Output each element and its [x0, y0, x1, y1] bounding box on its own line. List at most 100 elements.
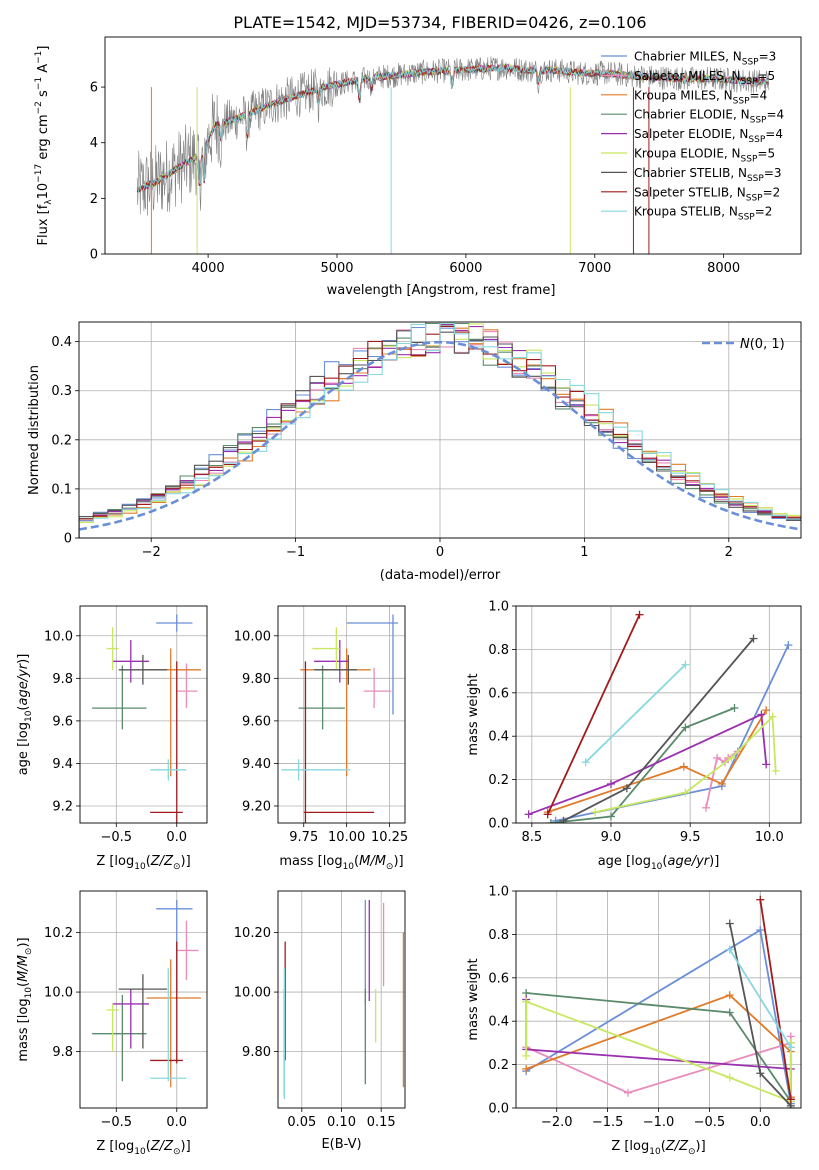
normal-curve [79, 340, 799, 531]
x-axis-label: Z [log10​(Z/Z⊙​)] [96, 854, 190, 872]
x-tick-label: 9.0 [601, 830, 622, 845]
y-tick-label: 0.4 [488, 730, 509, 745]
marker-kroupa_miles [522, 1064, 531, 1073]
marker-salpeter_elodie [607, 779, 615, 788]
marker-chabrier_stelib [756, 1069, 765, 1078]
axes-frame [277, 890, 406, 1109]
frame: −0.5 0.0 9.2 9.4 9.6 9.8 10.0 Z [log10​(Z/Z⊙​)]… [16, 605, 208, 872]
y-tick-label: 0.6 [488, 686, 509, 701]
legend-label-chabrier_miles: Chabrier MILES, NSSP​=3 [634, 50, 776, 68]
errorbar-salpeter_stelib [150, 661, 183, 823]
marker-kroupa_elodie [768, 712, 777, 721]
y-tick-label: 0.3 [51, 384, 72, 399]
errorbar-salpeter_miles [176, 920, 199, 981]
marker-kroupa_elodie [727, 753, 736, 762]
x-axis-label: (data-model)/error [380, 568, 501, 583]
x-tick-label: −2 [142, 545, 161, 560]
frame: 0.05 0.10 0.15 9.80 10.00 10.20 E(B-V) [234, 890, 406, 1152]
x-tick-label: 0.10 [327, 1115, 356, 1130]
errorbar-chabrier_elodie [298, 665, 345, 730]
errorbar-kroupa_elodie [106, 1003, 119, 1052]
x-axis-label: mass [log10​(M/M⊙​)] [279, 854, 403, 872]
frame: 8.5 9.0 9.5 10.0 0.0 0.2 0.4 0.6 0.8 1.0 age [log1… [466, 600, 802, 872]
marker-chabrier_stelib [559, 816, 568, 823]
legend-label-kroupa_miles: Kroupa MILES, NSSP​=4 [634, 88, 767, 106]
y-tick-label: 1.0 [488, 885, 509, 900]
y-tick-label: 4 [90, 136, 98, 151]
errorbar-kroupa_miles [146, 648, 201, 777]
marker-kroupa_stelib [681, 660, 690, 669]
x-axis-label: Z [log10​(Z/Z⊙​)] [611, 1139, 705, 1157]
x-tick-label: 0.0 [166, 830, 187, 845]
axes-frame [79, 890, 208, 1109]
errorbar-chabrier_elodie [92, 665, 147, 730]
errorbar-chabrier_miles [156, 614, 193, 632]
axes-frame [79, 605, 208, 824]
y-tick-label: 9.8 [52, 672, 73, 687]
plot-area [281, 614, 399, 823]
axes-frame [277, 605, 406, 824]
errorbar-kroupa_elodie [312, 627, 340, 670]
legend-label-chabrier_elodie: Chabrier ELODIE, NSSP​=4 [634, 108, 784, 126]
marker-salpeter_elodie [762, 760, 771, 769]
x-tick-label: 2 [725, 545, 733, 560]
frame: −2 −1 0 1 2 0 0.1 0.2 0.3 0.4 (data-model)/error No… [27, 321, 802, 583]
x-tick-label: 10.00 [328, 830, 365, 845]
model-line-kroupa_stelib [136, 63, 769, 194]
y-tick-label: 0.2 [488, 773, 509, 788]
x-tick-label: −1.5 [592, 1115, 624, 1130]
marker-kroupa_miles [762, 706, 771, 715]
y-axis-label: mass weight [466, 673, 481, 755]
x-tick-label: −0.5 [694, 1115, 726, 1130]
y-tick-label: 6 [90, 81, 98, 96]
y-tick-label: 0.2 [488, 1058, 509, 1073]
marker-kroupa_elodie [522, 1051, 531, 1060]
legend-label-salpeter_stelib: Salpeter STELIB, NSSP​=2 [634, 185, 780, 203]
marker-kroupa_stelib [786, 1043, 795, 1052]
plot-area [136, 56, 770, 254]
marker-kroupa_elodie [725, 1073, 734, 1082]
marker-chabrier_elodie [546, 819, 555, 823]
y-tick-label: 0.4 [488, 1015, 509, 1030]
errorbar-chabrier_stelib [118, 654, 168, 685]
marker-chabrier_miles [551, 816, 560, 823]
weight-line-kroupa_stelib [729, 949, 792, 1048]
x-tick-label: −0.5 [100, 1115, 132, 1130]
errorbar-chabrier_stelib [118, 974, 168, 1049]
legend-label-kroupa_stelib: Kroupa STELIB, NSSP​=2 [634, 205, 772, 223]
legend-label-normal: N(0, 1) [740, 337, 785, 352]
x-tick-label: 8.5 [521, 830, 542, 845]
errorbar-kroupa_stelib [150, 759, 187, 781]
y-tick-label: 1.0 [488, 600, 509, 615]
errorbar-chabrier_stelib [314, 654, 357, 685]
marker-chabrier_elodie [730, 703, 739, 712]
marker-salpeter_elodie [757, 710, 766, 719]
marker-kroupa_miles [717, 779, 726, 788]
y-tick-label: 9.80 [242, 672, 271, 687]
x-tick-label: 0.05 [287, 1115, 316, 1130]
marker-salpeter_elodie [524, 810, 533, 819]
y-tick-label: 2 [90, 192, 98, 207]
y-tick-label: 10.00 [234, 629, 271, 644]
y-tick-label: 0.6 [488, 971, 509, 986]
errorbar-chabrier_miles [346, 614, 399, 715]
y-tick-label: 9.60 [242, 714, 271, 729]
errorbar-kroupa_miles [146, 959, 201, 1088]
y-tick-label: 0.1 [51, 482, 72, 497]
figure-title: PLATE=1542, MJD=53734, FIBERID=0426, z=0… [233, 13, 646, 32]
panel-weight_vs_age: 8.5 9.0 9.5 10.0 0.0 0.2 0.4 0.6 0.8 1.0 age [log1… [466, 600, 802, 872]
x-tick-label: 6000 [449, 261, 482, 276]
marker-kroupa_stelib [725, 945, 734, 954]
weight-line-chabrier_elodie [550, 707, 735, 823]
x-tick-label: 10.25 [371, 830, 408, 845]
axes-frame [515, 605, 802, 824]
plot-area [79, 322, 801, 538]
legend-label-chabrier_stelib: Chabrier STELIB, NSSP​=3 [634, 166, 782, 184]
grid [79, 322, 801, 539]
y-tick-label: 10.0 [44, 986, 73, 1001]
weight-line-chabrier_stelib [563, 637, 755, 822]
legend-label-salpeter_miles: Salpeter MILES, NSSP​=5 [634, 69, 775, 87]
x-axis-label: age [log10​(age/yr)] [598, 854, 720, 872]
x-tick-label: 0.0 [750, 1115, 771, 1130]
